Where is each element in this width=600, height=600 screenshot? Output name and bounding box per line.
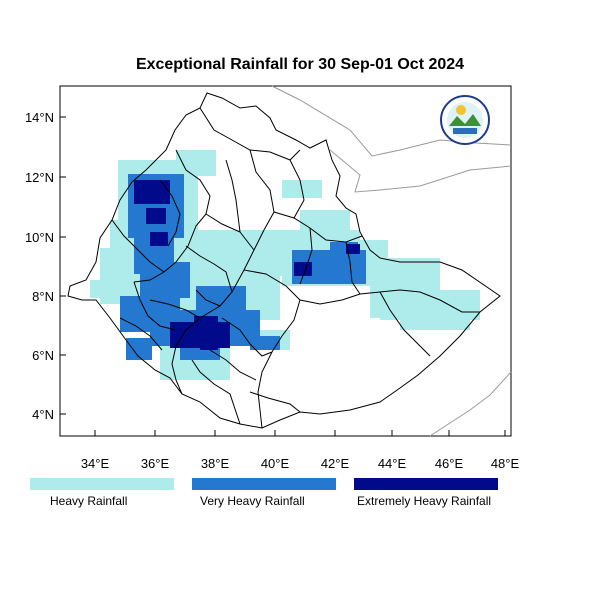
legend-label-heavy: Heavy Rainfall bbox=[50, 494, 128, 508]
ethiopia-outline bbox=[67, 92, 501, 429]
x-tick-label: 36°E bbox=[141, 456, 170, 471]
x-tick-label: 38°E bbox=[201, 456, 230, 471]
x-tick-label: 48°E bbox=[491, 456, 520, 471]
y-tick-label: 4°N bbox=[32, 407, 54, 422]
rainfall-cell bbox=[90, 280, 120, 298]
y-tick-label: 10°N bbox=[25, 230, 54, 245]
y-tick-label: 12°N bbox=[25, 170, 54, 185]
x-tick-label: 46°E bbox=[435, 456, 464, 471]
rainfall-cell bbox=[294, 262, 312, 276]
map-title: Exceptional Rainfall for 30 Sep-01 Oct 2… bbox=[135, 56, 465, 73]
rainfall-cell bbox=[126, 338, 152, 360]
rainfall-cell bbox=[200, 340, 218, 350]
rainfall-cell bbox=[400, 300, 470, 330]
x-tick-label: 34°E bbox=[81, 456, 110, 471]
x-tick-label: 42°E bbox=[321, 456, 350, 471]
x-axis: 34°E 36°E 38°E 40°E 42°E 44°E 46°E 48°E bbox=[81, 430, 520, 471]
y-tick-label: 14°N bbox=[25, 110, 54, 125]
rainfall-cell bbox=[146, 208, 166, 224]
legend-label-extreme: Extremely Heavy Rainfall bbox=[357, 494, 492, 508]
rainfall-cell bbox=[134, 180, 170, 204]
y-tick-label: 6°N bbox=[32, 348, 54, 363]
legend-label-very-heavy: Very Heavy Rainfall bbox=[200, 494, 305, 508]
country-borders bbox=[67, 92, 501, 429]
rainfall-cell bbox=[250, 336, 280, 350]
rainfall-cell bbox=[150, 232, 168, 246]
rainfall-cell bbox=[300, 210, 350, 238]
y-tick-label: 8°N bbox=[32, 289, 54, 304]
rainfall-cells bbox=[90, 150, 480, 380]
x-tick-label: 44°E bbox=[378, 456, 407, 471]
rainfall-cell bbox=[194, 316, 218, 330]
rainfall-cell bbox=[346, 244, 360, 254]
y-axis: 14°N 12°N 10°N 8°N 6°N 4°N bbox=[25, 110, 66, 422]
x-tick-label: 40°E bbox=[261, 456, 290, 471]
institute-logo bbox=[440, 95, 490, 145]
